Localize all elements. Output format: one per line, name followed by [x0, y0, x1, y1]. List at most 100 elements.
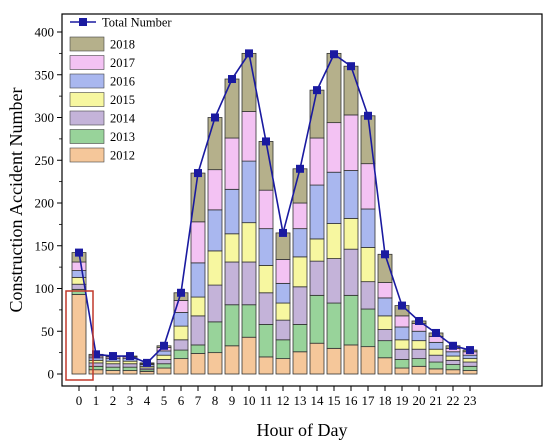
bar-2014-hour-13: [292, 286, 308, 325]
legend-swatch-2014: [69, 110, 105, 126]
x-tick-label-20: 20: [413, 393, 426, 408]
bar-2015-hour-21: [428, 348, 444, 356]
bar-2017-hour-10: [241, 111, 257, 162]
x-tick-label-18: 18: [379, 393, 392, 408]
bar-2012-hour-11: [258, 356, 274, 375]
total-point-hour-2: [109, 352, 117, 361]
bar-2016-hour-9: [224, 188, 240, 235]
x-tick-label-11: 11: [260, 393, 273, 408]
bar-2012-hour-18: [377, 357, 393, 375]
bar-2017-hour-18: [377, 282, 393, 299]
bar-2013-hour-12: [275, 339, 291, 360]
bar-2012-hour-13: [292, 351, 308, 375]
legend-swatch-2018: [69, 36, 105, 52]
x-tick-label-12: 12: [277, 393, 290, 408]
bar-2014-hour-18: [377, 329, 393, 342]
x-tick-label-6: 6: [178, 393, 185, 408]
total-point-hour-4: [143, 358, 151, 367]
bar-2012-hour-23: [462, 370, 478, 375]
bar-2017-hour-0: [71, 261, 87, 271]
legend-swatch-2015: [69, 92, 105, 107]
legend-line-marker: [79, 18, 87, 26]
bar-2017-hour-11: [258, 189, 274, 230]
bar-2014-hour-22: [445, 359, 461, 365]
x-tick-label-16: 16: [345, 393, 359, 408]
bar-2013-hour-1: [88, 365, 104, 371]
bar-2016-hour-16: [343, 170, 359, 219]
legend-label-2016: 2016: [110, 75, 135, 89]
bar-2012-hour-9: [224, 345, 240, 375]
bar-2012-hour-7: [190, 353, 206, 375]
total-point-hour-17: [364, 111, 372, 120]
total-point-hour-8: [211, 113, 219, 122]
bar-2016-hour-22: [445, 351, 461, 357]
y-tick-label-0: 0: [48, 367, 55, 382]
bar-2012-hour-19: [394, 367, 410, 375]
highlight-box: [65, 290, 94, 381]
legend-label-2015: 2015: [110, 93, 135, 107]
legend-label-2018: 2018: [110, 38, 135, 52]
bar-2015-hour-11: [258, 265, 274, 294]
bar-2013-hour-7: [190, 344, 206, 354]
bar-2017-hour-15: [326, 122, 342, 173]
y-tick-label-100: 100: [35, 281, 55, 296]
total-point-hour-6: [177, 288, 185, 297]
x-tick-label-1: 1: [93, 393, 100, 408]
bar-2012-hour-14: [309, 342, 325, 375]
total-point-hour-13: [296, 164, 304, 173]
legend: Total Number 2018 2017 2016 2015 2014 2013 2012: [69, 16, 172, 163]
y-tick-label-250: 250: [35, 153, 55, 168]
x-tick-label-10: 10: [243, 393, 256, 408]
bar-2016-hour-20: [411, 330, 427, 342]
x-tick-label-13: 13: [294, 393, 307, 408]
bar-2014-hour-7: [190, 315, 206, 346]
bar-2013-hour-10: [241, 304, 257, 338]
y-tick-label-200: 200: [35, 196, 55, 211]
bar-2013-hour-3: [122, 366, 138, 371]
bar-2016-hour-21: [428, 341, 444, 350]
x-tick-label-21: 21: [430, 393, 443, 408]
bar-2014-hour-8: [207, 284, 223, 323]
bar-2015-hour-15: [326, 223, 342, 259]
total-point-hour-5: [160, 341, 168, 350]
legend-label-2013: 2013: [110, 130, 135, 144]
bar-2015-hour-16: [343, 217, 359, 250]
bar-2016-hour-15: [326, 171, 342, 224]
bar-2013-hour-21: [428, 361, 444, 370]
bar-2013-hour-20: [411, 358, 427, 367]
bar-2012-hour-15: [326, 347, 342, 375]
total-point-hour-3: [126, 352, 134, 361]
bar-2015-hour-5: [156, 354, 172, 360]
bar-2015-hour-22: [445, 355, 461, 361]
bar-2015-hour-13: [292, 256, 308, 288]
x-tick-label-23: 23: [464, 393, 477, 408]
y-axis-title: Construction Accident Number: [6, 88, 26, 313]
total-line-layer: [75, 49, 474, 367]
x-tick-label-0: 0: [76, 393, 83, 408]
bar-2012-hour-5: [156, 367, 172, 375]
total-point-hour-20: [415, 316, 423, 325]
bar-2014-hour-6: [173, 339, 189, 351]
bar-2015-hour-20: [411, 340, 427, 350]
legend-swatch-2013: [69, 129, 105, 144]
bar-2017-hour-9: [224, 137, 240, 190]
bar-2014-hour-1: [88, 362, 104, 367]
x-tick-label-3: 3: [127, 393, 134, 408]
bar-2017-hour-16: [343, 114, 359, 171]
bar-2016-hour-6: [173, 312, 189, 327]
bar-2014-hour-9: [224, 261, 240, 306]
bar-2014-hour-19: [394, 348, 410, 360]
bar-2015-hour-18: [377, 315, 393, 330]
bar-2017-hour-7: [190, 221, 206, 264]
total-point-hour-18: [381, 250, 389, 259]
total-point-hour-0: [75, 248, 83, 257]
bar-2012-hour-8: [207, 352, 223, 375]
bar-2013-hour-19: [394, 359, 410, 369]
bar-2016-hour-0: [71, 270, 87, 278]
total-point-hour-15: [330, 50, 338, 59]
bar-2013-hour-2: [105, 366, 121, 371]
bar-2015-hour-19: [394, 339, 410, 350]
x-tick-label-2: 2: [110, 393, 117, 408]
